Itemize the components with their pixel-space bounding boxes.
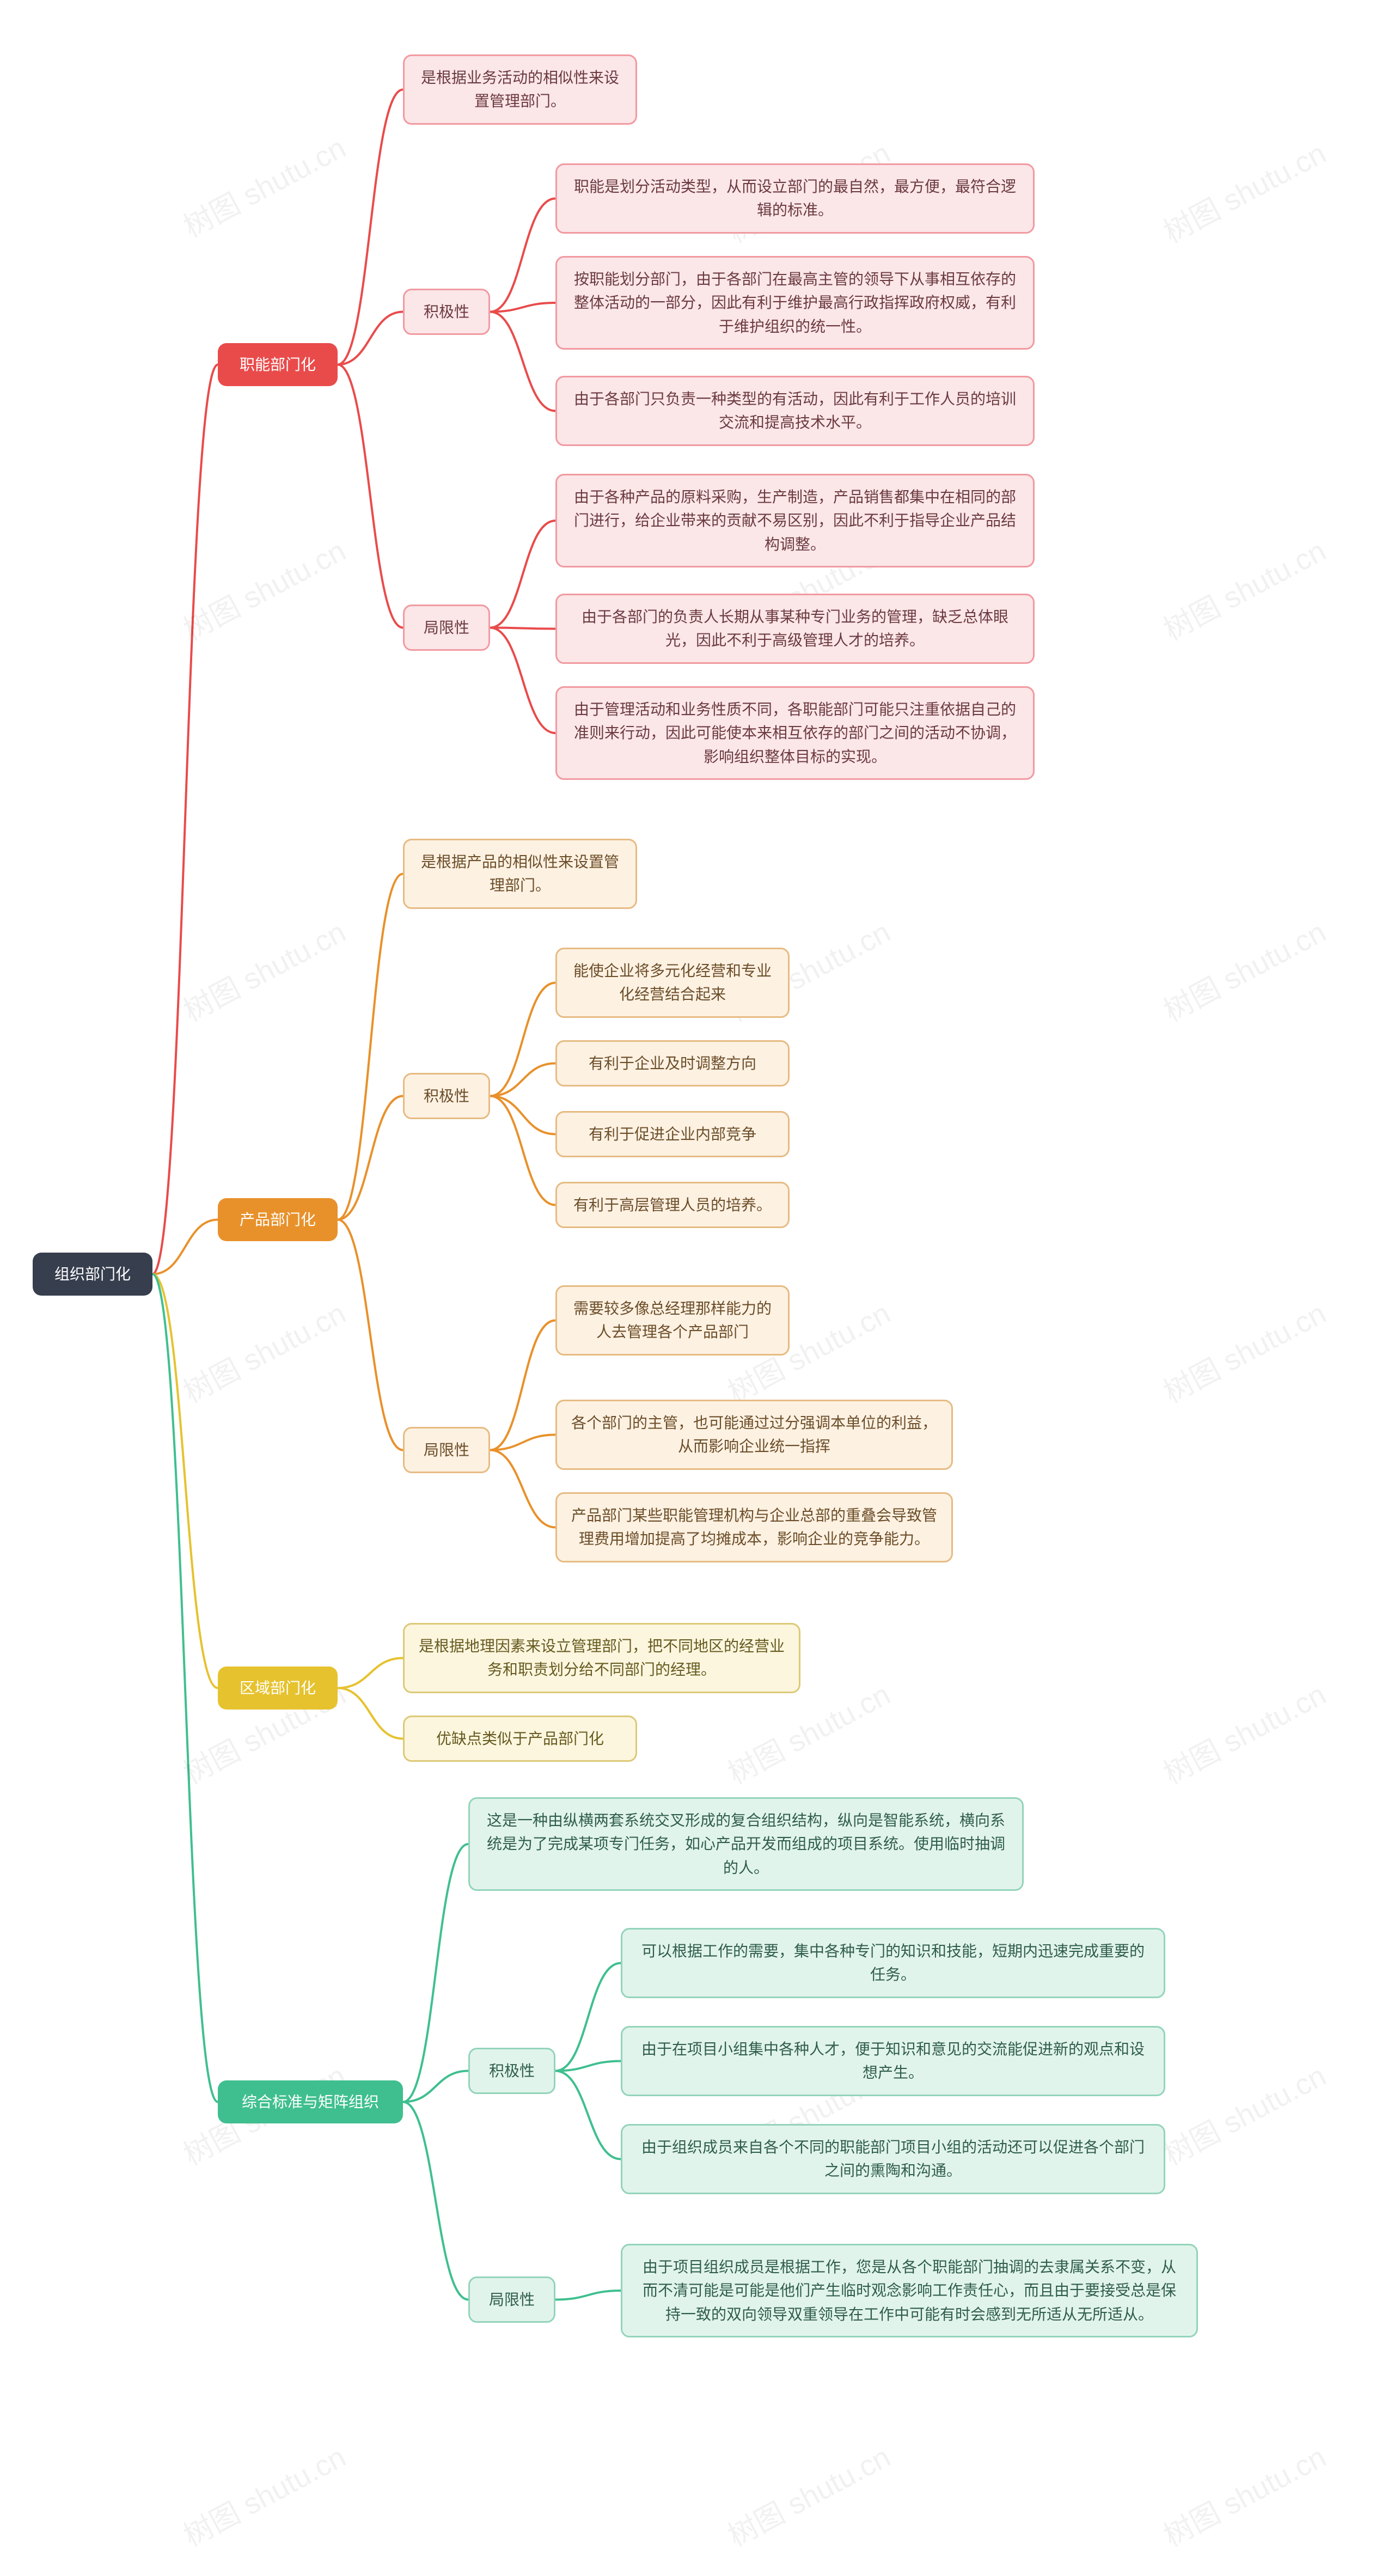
connector [338,365,403,628]
leaf-node: 产品部门某些职能管理机构与企业总部的重叠会导致管理费用增加提高了均摊成本，影响企… [555,1492,953,1562]
leaf-node: 这是一种由纵横两套系统交叉形成的复合组织结构，纵向是智能系统，横向系统是为了完成… [468,1797,1024,1891]
connector [490,521,555,628]
connector [338,1688,403,1739]
leaf-node: 需要较多像总经理那样能力的人去管理各个产品部门 [555,1285,790,1356]
leaf-node: 是根据业务活动的相似性来设置管理部门。 [403,54,637,125]
connector [338,312,403,365]
leaf-node: 有利于促进企业内部竞争 [555,1111,790,1157]
watermark: 树图 shutu.cn [1155,1671,1332,1792]
branch-node: 产品部门化 [218,1198,338,1241]
connector [338,874,403,1220]
connector [490,1096,555,1134]
connector [152,365,218,1274]
watermark: 树图 shutu.cn [175,2433,352,2555]
connector [338,1220,403,1450]
connector [403,1844,468,2102]
connector [338,90,403,365]
connector [403,2071,468,2102]
leaf-node: 可以根据工作的需要，集中各种专门的知识和技能，短期内迅速完成重要的任务。 [621,1928,1165,1998]
leaf-node: 由于管理活动和业务性质不同，各职能部门可能只注重依据自己的准则来行动，因此可能使… [555,686,1035,780]
leaf-node: 由于各部门只负责一种类型的有活动，因此有利于工作人员的培训交流和提高技术水平。 [555,376,1035,446]
watermark: 树图 shutu.cn [1155,130,1332,251]
leaf-node: 各个部门的主管，也可能通过过分强调本单位的利益，从而影响企业统一指挥 [555,1400,953,1470]
branch-node: 综合标准与矩阵组织 [218,2080,403,2123]
connector [490,1450,555,1528]
leaf-node: 按职能划分部门，由于各部门在最高主管的领导下从事相互依存的整体活动的一部分，因此… [555,256,1035,350]
connector [338,1658,403,1688]
leaf-node: 由于项目组织成员是根据工作，您是从各个职能部门抽调的去隶属关系不变，从而不清可能… [621,2244,1198,2337]
root-node: 组织部门化 [33,1253,152,1296]
connector [490,628,555,734]
connector [490,312,555,411]
connector [338,1096,403,1220]
leaf-node: 有利于高层管理人员的培养。 [555,1182,790,1228]
watermark: 树图 shutu.cn [719,2433,897,2555]
connector [490,628,555,629]
watermark: 树图 shutu.cn [1155,527,1332,649]
branch-node: 职能部门化 [218,343,338,386]
connector [152,1220,218,1274]
sub-node: 局限性 [403,605,490,651]
watermark: 树图 shutu.cn [175,908,352,1030]
connector [152,1274,218,2102]
connector [490,1435,555,1450]
watermark: 树图 shutu.cn [1155,2433,1332,2555]
connector [555,2071,621,2159]
leaf-node: 能使企业将多元化经营和专业化经营结合起来 [555,948,790,1018]
connector [555,2291,621,2300]
connector [152,1274,218,1688]
leaf-node: 由于各部门的负责人长期从事某种专门业务的管理，缺乏总体眼光，因此不利于高级管理人… [555,594,1035,664]
connector [490,303,555,312]
leaf-node: 由于各种产品的原料采购，生产制造，产品销售都集中在相同的部门进行，给企业带来的贡… [555,474,1035,567]
leaf-node: 由于组织成员来自各个不同的职能部门项目小组的活动还可以促进各个部门之间的熏陶和沟… [621,2124,1165,2194]
sub-node: 局限性 [468,2276,555,2323]
sub-node: 积极性 [468,2048,555,2094]
connector [490,1321,555,1450]
sub-node: 局限性 [403,1427,490,1473]
watermark: 树图 shutu.cn [1155,1290,1332,1411]
sub-node: 积极性 [403,289,490,335]
leaf-node: 有利于企业及时调整方向 [555,1040,790,1086]
connector [490,1096,555,1205]
connector [555,2061,621,2071]
watermark: 树图 shutu.cn [175,124,352,246]
leaf-node: 由于在项目小组集中各种人才，便于知识和意见的交流能促进新的观点和设想产生。 [621,2026,1165,2096]
watermark: 树图 shutu.cn [1155,908,1332,1030]
watermark: 树图 shutu.cn [175,527,352,649]
leaf-node: 职能是划分活动类型，从而设立部门的最自然，最方便，最符合逻辑的标准。 [555,163,1035,234]
connector [403,2102,468,2300]
watermark: 树图 shutu.cn [175,1290,352,1411]
watermark: 树图 shutu.cn [1155,2052,1332,2174]
branch-node: 区域部门化 [218,1667,338,1710]
connector [490,1064,555,1096]
leaf-node: 是根据产品的相似性来设置管理部门。 [403,839,637,909]
connector [555,1963,621,2071]
leaf-node: 优缺点类似于产品部门化 [403,1716,637,1762]
leaf-node: 是根据地理因素来设立管理部门，把不同地区的经营业务和职责划分给不同部门的经理。 [403,1623,800,1693]
sub-node: 积极性 [403,1073,490,1119]
connector [490,983,555,1096]
connector [490,199,555,312]
